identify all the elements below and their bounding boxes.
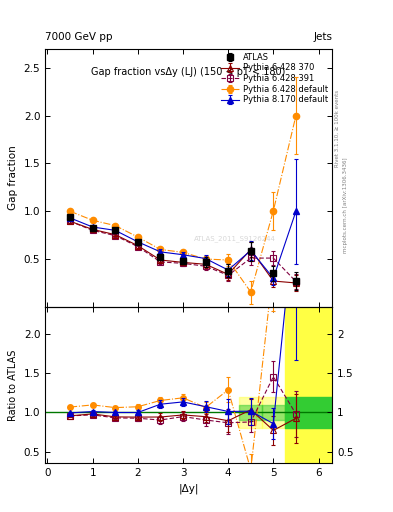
Text: 7000 GeV pp: 7000 GeV pp	[45, 32, 113, 42]
Y-axis label: Ratio to ATLAS: Ratio to ATLAS	[8, 349, 18, 421]
Text: Jets: Jets	[313, 32, 332, 42]
Text: Gap fraction vsΔy (LJ) (150 < pT < 180): Gap fraction vsΔy (LJ) (150 < pT < 180)	[92, 67, 286, 77]
Y-axis label: Gap fraction: Gap fraction	[8, 145, 18, 210]
Text: ATLAS_2011_S9126244: ATLAS_2011_S9126244	[195, 236, 276, 242]
X-axis label: |Δy|: |Δy|	[178, 484, 199, 494]
Legend: ATLAS, Pythia 6.428 370, Pythia 6.428 391, Pythia 6.428 default, Pythia 8.170 de: ATLAS, Pythia 6.428 370, Pythia 6.428 39…	[219, 51, 330, 106]
Text: mcplots.cern.ch [arXiv:1306.3436]: mcplots.cern.ch [arXiv:1306.3436]	[343, 157, 348, 252]
Text: Rivet 3.1.10, ≥ 100k events: Rivet 3.1.10, ≥ 100k events	[335, 90, 340, 166]
